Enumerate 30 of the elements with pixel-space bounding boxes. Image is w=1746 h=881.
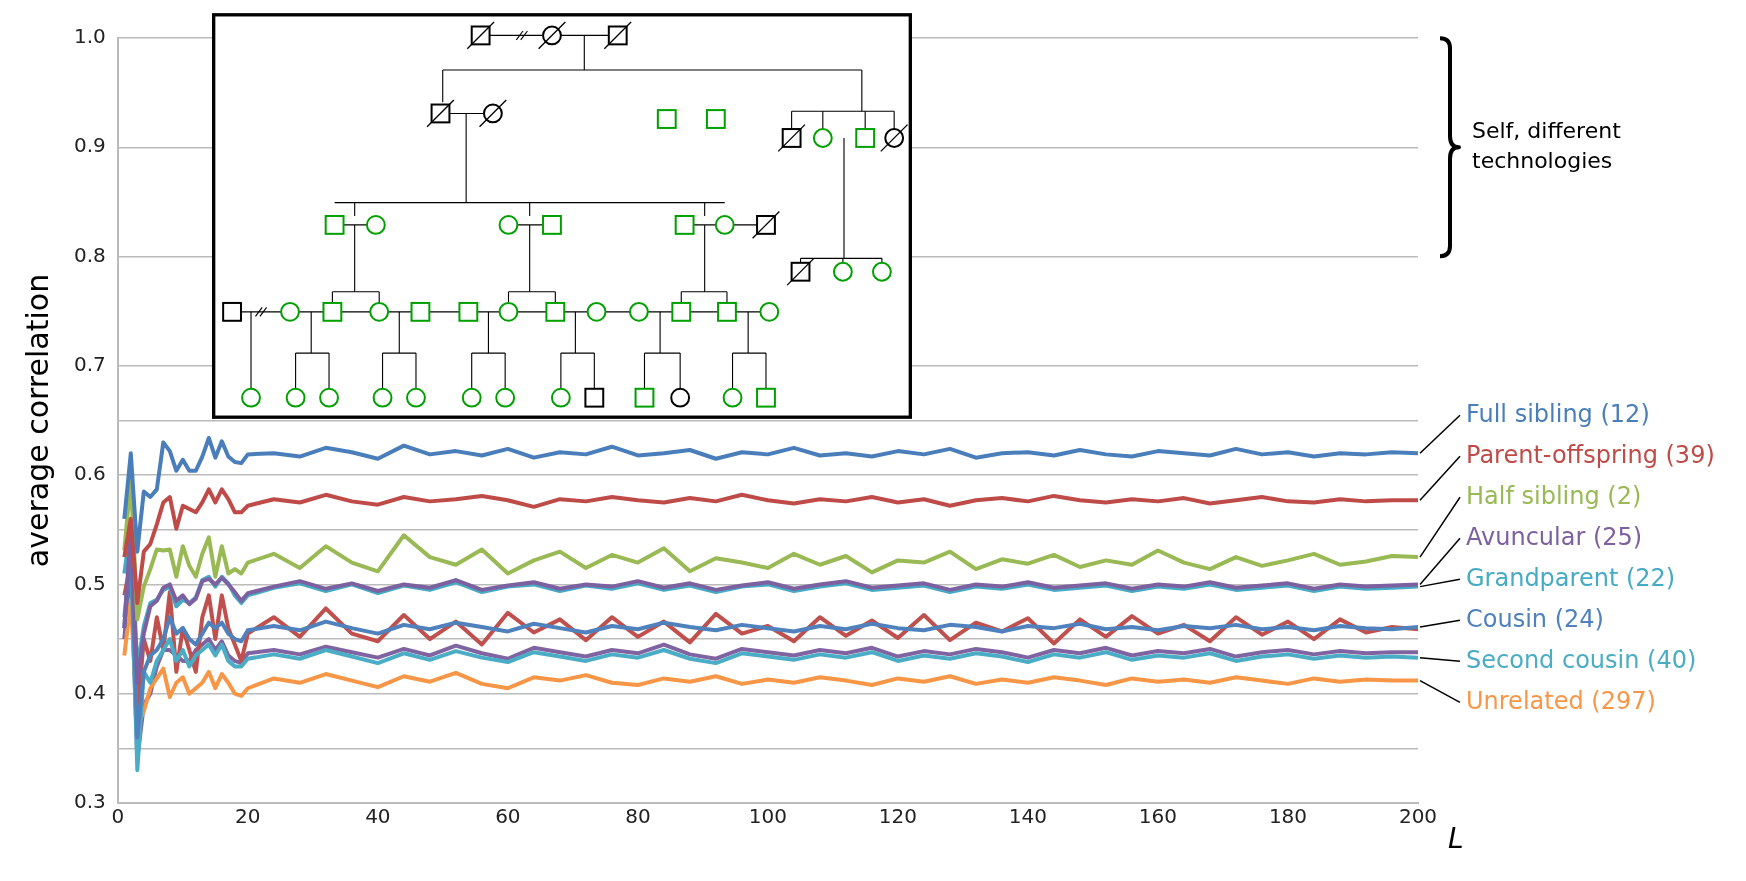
x-tick-label: 140 (1008, 804, 1048, 829)
text: Unrelated (297) (1466, 686, 1656, 715)
x-tick-label: 60 (495, 804, 521, 829)
y-axis-title: average correlation (19, 273, 55, 568)
x-tick-label: 180 (1268, 804, 1308, 829)
y-tick-label: 0.6 (73, 461, 106, 486)
y-tick-label: 0.5 (73, 570, 106, 595)
x-tick-label: 0 (111, 804, 125, 829)
x-tick-label: 200 (1398, 804, 1438, 829)
x-axis-title: L (1448, 822, 1464, 856)
x-tick-label: 20 (235, 804, 261, 829)
y-tick-label: 1.0 (73, 24, 106, 49)
text: Second cousin (40) (1466, 645, 1697, 674)
text: Avuncular (25) (1466, 522, 1643, 551)
x-tick-label: 40 (365, 804, 391, 829)
x-tick-label: 120 (878, 804, 918, 829)
text: Grandparent (22) (1466, 563, 1676, 592)
y-tick-label: 0.9 (73, 133, 106, 158)
text: Cousin (24) (1466, 604, 1604, 633)
text: Half sibling (2) (1466, 481, 1642, 510)
text: Full sibling (12) (1466, 399, 1650, 428)
x-tick-label: 80 (625, 804, 651, 829)
y-tick-label: 0.3 (73, 789, 106, 814)
text: Parent-offspring (39) (1466, 440, 1715, 469)
x-tick-label: 160 (1138, 804, 1178, 829)
text: Self, different technologies (1472, 118, 1622, 173)
y-tick-label: 0.4 (73, 679, 106, 704)
y-tick-label: 0.8 (73, 242, 106, 267)
x-tick-label: 100 (748, 804, 787, 829)
y-tick-label: 0.7 (73, 352, 106, 377)
